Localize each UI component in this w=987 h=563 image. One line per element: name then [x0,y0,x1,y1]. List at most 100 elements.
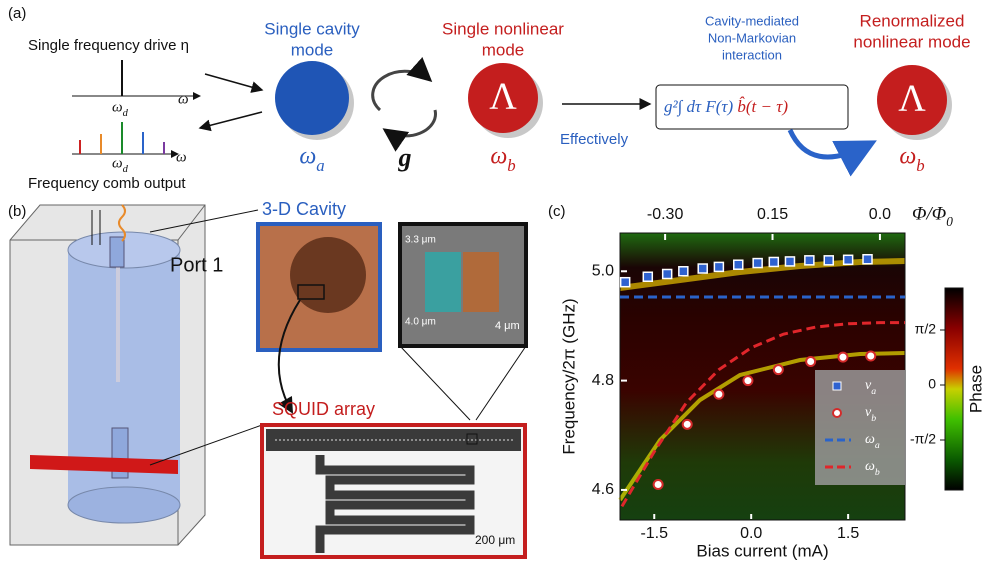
nonlinear-title: Single nonlinear [442,19,564,38]
renorm-title: Renormalized [860,11,965,30]
cavity-label: 3-D Cavity [262,199,346,219]
nonlinear-freq: ωb [490,144,515,176]
effectively: Effectively [560,131,629,148]
panel-a: (a) Single frequency drive η ωd ω ωd ω F… [8,5,971,192]
marker-square [863,255,872,264]
y-tick-label: 4.8 [592,372,614,389]
decoration [80,122,164,154]
cavity-title: Single cavity [264,19,360,38]
x2-tick-label: 0.0 [869,206,891,223]
subscript: b [875,467,880,478]
marker-circle [714,390,723,399]
decoration [116,262,120,382]
omega-d: ωd [112,99,129,118]
squid-label: SQUID array [272,399,375,419]
x2-tick-label: 0.15 [757,206,788,223]
omega: ω [176,149,187,165]
subscript: b [507,156,515,175]
decoration [290,237,366,313]
cavity-freq: ωa [299,144,324,176]
figure: (a) Single frequency drive η ωd ω ωd ω F… [0,0,987,563]
subscript: a [871,386,876,397]
scale-label: 4 μm [495,320,520,332]
y-axis-label: Frequency/2π (GHz) [559,298,578,454]
renorm-freq: ωb [899,144,924,176]
marker-square [643,272,652,281]
legend-marker [833,409,841,417]
interaction-title: Cavity-mediated [705,13,799,28]
decoration [463,252,499,312]
formula-part: b̂(t − τ) [737,97,788,116]
subscript: b [871,413,876,424]
colorbar-tick-label: π/2 [915,321,937,337]
panel-label: (a) [8,5,26,22]
marker-circle [774,365,783,374]
panel-b: (b) Port 1 3-D Cavity 3.3 μm 4.0 μm 4 μm… [8,199,526,557]
width-label: 4.0 μm [405,317,436,328]
decoration [400,346,470,420]
cavity-title: mode [291,40,334,59]
marker-square [734,260,743,269]
renorm-symbol: Λ [898,78,926,120]
decoration [373,71,430,110]
decoration [385,110,435,136]
x-tick-label: 0.0 [740,525,762,542]
width-label: 3.3 μm [405,235,436,246]
comb-label: Frequency comb output [28,175,186,192]
marker-square [785,257,794,266]
scale-label: 200 μm [475,533,515,547]
marker-square [753,259,762,268]
nonlinear-symbol: Λ [489,76,517,118]
marker-square [663,270,672,279]
decoration [110,237,124,267]
omega-d: ωd [112,155,129,174]
interaction-title: Non-Markovian [708,30,796,45]
subscript: d [123,164,129,175]
interaction-title: interaction [722,47,782,62]
marker-square [824,256,833,265]
subscript: a [316,156,324,175]
decoration [425,252,461,312]
coupling: g [398,143,412,172]
decoration [945,288,963,490]
panel-label: (c) [548,203,566,220]
decoration [275,61,349,135]
colorbar-label: Phase [966,365,985,413]
marker-square [714,262,723,271]
decoration [200,112,262,128]
x-axis-label: Bias current (mA) [696,541,828,560]
marker-square [844,255,853,264]
port-label: Port 1 [170,254,223,276]
decoration [476,346,526,420]
marker-circle [683,420,692,429]
marker-circle [743,376,752,385]
decoration [205,74,262,90]
marker-square [769,257,778,266]
marker-circle [838,353,847,362]
decoration [68,487,180,523]
marker-square [621,278,630,287]
colorbar-tick-label: -π/2 [910,431,936,447]
nonlinear-title: mode [482,40,525,59]
drive-label: Single frequency drive η [28,37,189,54]
marker-circle [654,480,663,489]
panel-label: (b) [8,203,26,220]
subscript: 0 [946,214,953,229]
marker-square [698,264,707,273]
formula-part: F(τ) [704,97,733,116]
subscript: a [875,440,880,451]
y-tick-label: 5.0 [592,262,614,279]
formula: g²∫ dτ F(τ) b̂(t − τ) [664,97,788,117]
colorbar-tick-label: 0 [928,376,936,392]
omega: ω [178,91,189,107]
marker-square [805,256,814,265]
formula-part: g²∫ dτ [664,97,702,117]
subscript: b [916,156,924,175]
marker-circle [806,357,815,366]
renorm-title: nonlinear mode [853,32,970,51]
y-tick-label: 4.6 [592,481,614,498]
legend-marker [833,382,841,390]
x-tick-label: 1.5 [837,525,859,542]
x2-axis-label: Φ/Φ0 [912,203,953,228]
